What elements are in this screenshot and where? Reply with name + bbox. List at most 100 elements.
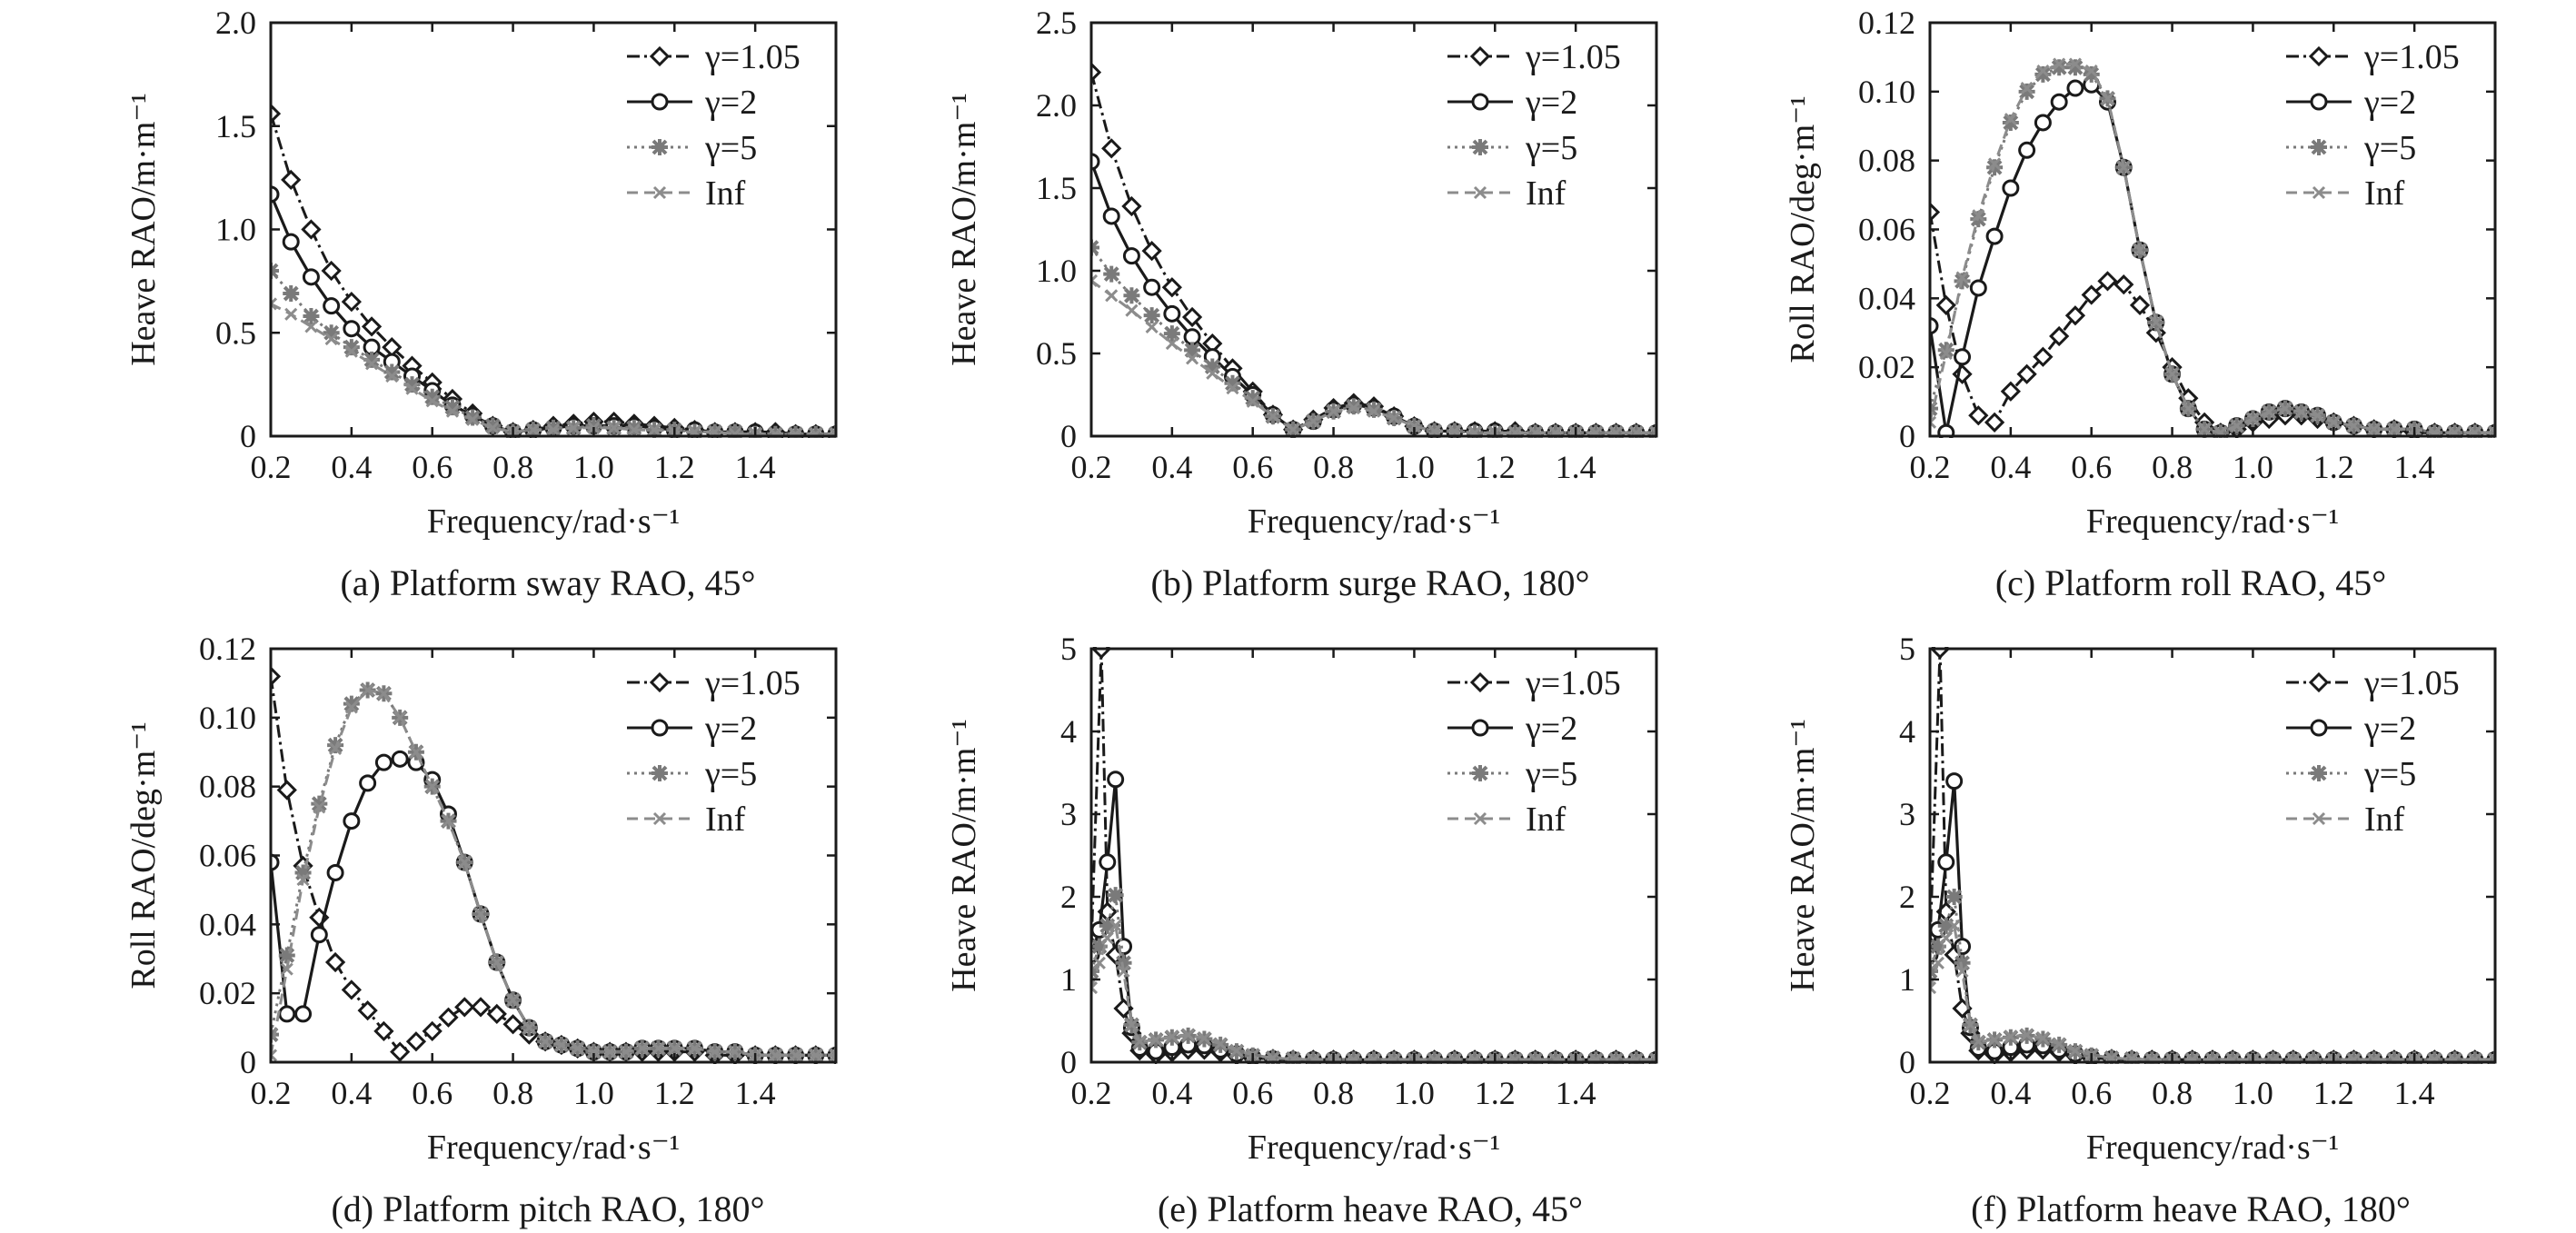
data-point-e-3-5 [1125,1018,1139,1032]
data-point-c-3-22 [2278,402,2293,415]
data-point-a-2-18 [625,419,642,436]
data-point-b-2-4 [1163,325,1180,343]
data-point-d-3-5 [344,701,358,714]
data-point-a-1-4 [343,320,361,338]
x-tick-label: 0.4 [1990,1075,2031,1111]
legend-label: γ=1.05 [704,38,801,76]
data-point-d-2-2 [294,864,312,881]
legend: γ=1.05 γ=2 γ=5 Inf [2286,38,2460,213]
legend-swatch-marker [1469,671,1491,693]
data-point-a-3-18 [627,423,641,437]
y-tick-label: 5 [1060,631,1077,667]
x-tick-label: 0.8 [1313,1075,1354,1111]
y-tick-label: 0.02 [1858,349,1915,385]
data-point-a-3-19 [648,423,661,437]
data-point-d-3-11 [442,814,455,828]
series-line-e-1 [1091,778,1656,1061]
data-point-a-3-23 [728,427,741,438]
legend-label: γ=5 [2363,755,2416,793]
y-tick-label: 0.08 [199,769,256,805]
panel-caption: (a) Platform sway RAO, 45° [340,562,755,603]
data-point-b-1-2 [1122,247,1140,265]
series-c-0 [1930,202,2495,438]
data-point-d-3-31 [789,1049,802,1062]
series-e-1 [1091,771,1656,1064]
data-point-d-3-25 [668,1041,681,1055]
x-tick-label: 1.0 [2233,1075,2273,1111]
data-point-c-2-6 [2018,83,2035,100]
data-point-c-2-8 [2051,59,2068,76]
legend-label: γ=5 [704,129,757,167]
legend-label: γ=2 [2363,710,2416,748]
data-point-e-2-3 [1107,887,1124,904]
data-point-b-2-8 [1244,390,1261,407]
data-point-a-3-14 [546,423,561,437]
data-point-a-2-5 [363,351,381,368]
data-point-a-3-4 [344,344,358,358]
data-point-e-3-1 [1092,956,1106,969]
x-tick-label: 1.2 [2313,449,2354,485]
legend-swatch-marker [1473,185,1487,200]
data-point-f-3-3 [1947,919,1961,932]
x-tick-label: 1.2 [2313,1075,2354,1111]
data-point-f-2-3 [1945,889,1963,905]
data-point-d-0-8 [390,1041,411,1062]
data-point-a-3-6 [385,369,399,383]
data-point-d-3-24 [651,1041,665,1055]
data-point-d-2-3 [311,795,328,812]
data-point-a-2-1 [283,285,300,303]
legend: γ=1.05 γ=2 γ=5 Inf [2286,664,2460,839]
legend-label: Inf [2364,800,2405,839]
data-point-f-2-2 [1937,917,1954,934]
x-tick-label: 0.6 [1232,1075,1273,1111]
x-tick-label: 0.2 [1071,449,1112,485]
x-tick-label: 0.2 [1071,1075,1112,1111]
data-point-d-3-26 [688,1041,701,1055]
data-point-b-3-2 [1125,303,1139,317]
legend-swatch-marker [1471,719,1489,737]
legend: γ=1.05 γ=2 γ=5 Inf [1447,664,1621,839]
data-point-d-0-0 [271,666,282,687]
legend-swatch-marker [2308,671,2330,693]
data-point-a-3-1 [284,307,298,321]
data-point-a-1-0 [271,185,280,204]
data-point-a-3-13 [526,423,540,437]
data-point-b-2-5 [1184,342,1201,359]
x-axis-label: Frequency/rad·s⁻¹ [2086,1129,2339,1167]
y-tick-label: 4 [1060,713,1077,750]
data-point-d-0-15 [502,1014,523,1035]
y-tick-label: 1 [1899,961,1915,998]
plot-frame-b [1089,21,1658,438]
legend-swatch-marker [651,765,668,781]
data-point-f-3-11 [2053,1037,2066,1051]
data-point-c-0-12 [2114,274,2134,295]
data-point-a-1-3 [323,297,341,315]
data-point-d-1-1 [278,1005,296,1023]
data-point-a-3-0 [271,297,278,311]
data-point-c-3-15 [2165,367,2179,381]
data-point-e-3-11 [1214,1037,1228,1051]
legend-label: γ=1.05 [2363,664,2460,702]
panel-a: 0.2 0.4 0.6 0.8 1.0 1.2 1.4 0 0.5 1.0 1.5 2.0 Freque… [124,5,838,603]
data-point-a-2-11 [484,417,502,434]
data-point-f-3-10 [2036,1031,2050,1045]
data-point-d-3-8 [393,711,407,724]
data-point-c-3-4 [1988,157,2002,171]
data-point-c-0-0 [1930,202,1941,223]
data-point-d-1-3 [310,926,328,944]
data-point-f-3-8 [2004,1029,2017,1043]
data-point-e-3-8 [1165,1029,1179,1043]
panel-c: 0.2 0.4 0.6 0.8 1.0 1.2 1.4 0 0.02 0.04 0.06 0.08 0.… [1784,5,2497,603]
data-point-f-3-12 [2068,1044,2083,1058]
data-point-d-3-1 [280,962,293,976]
x-tick-label: 0.4 [331,449,372,485]
data-point-d-1-8 [391,750,409,768]
y-tick-label: 0.5 [1036,335,1077,372]
data-point-a-3-8 [425,394,439,408]
x-tick-label: 0.8 [1313,449,1354,485]
data-point-a-0-4 [341,292,362,313]
data-point-a-3-9 [445,404,459,418]
legend-swatch-marker [1473,811,1487,826]
data-point-a-3-27 [809,427,822,438]
data-point-d-3-18 [554,1038,568,1052]
